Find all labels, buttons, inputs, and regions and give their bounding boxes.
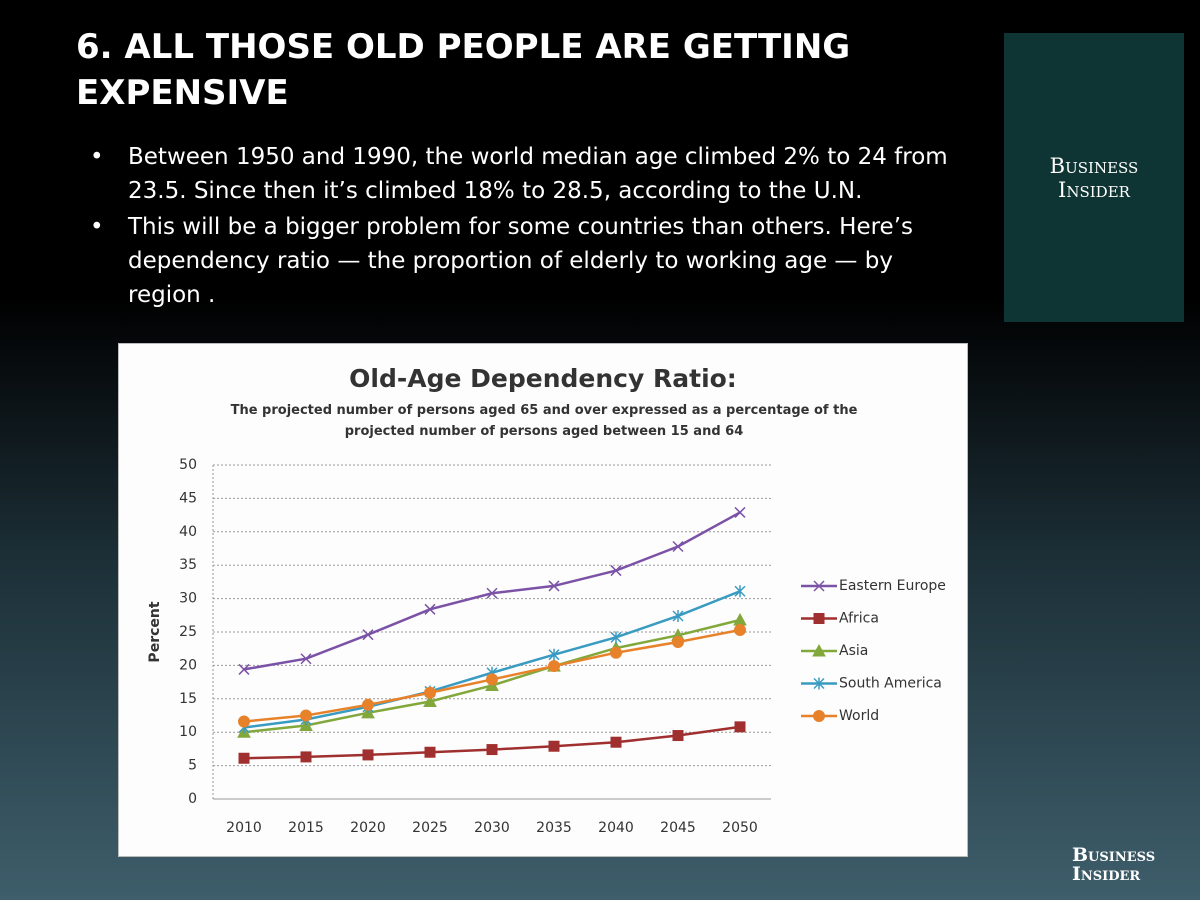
legend-label: World (839, 708, 879, 724)
x-tick-label: 2040 (598, 820, 634, 836)
marker (813, 580, 825, 592)
marker (734, 721, 746, 733)
marker (424, 686, 436, 699)
marker (362, 629, 374, 641)
x-tick-label: 2010 (226, 820, 262, 836)
marker (672, 730, 684, 742)
marker (813, 613, 825, 624)
marker (813, 710, 825, 722)
y-tick-label: 50 (179, 457, 197, 473)
marker (300, 653, 312, 665)
logo-text: Business (1072, 844, 1156, 866)
logo-text: Insider (1058, 177, 1130, 202)
marker (610, 646, 622, 659)
marker (486, 587, 498, 599)
marker (424, 603, 436, 615)
y-tick-label: 15 (179, 691, 197, 707)
chart-subtitle: The projected number of persons aged 65 … (230, 403, 858, 439)
x-tick-label: 2020 (350, 820, 386, 836)
legend-label: Africa (839, 611, 879, 627)
marker (548, 580, 560, 592)
marker (238, 663, 250, 675)
marker (548, 660, 560, 673)
marker (548, 740, 560, 752)
x-tick-label: 2030 (474, 820, 510, 836)
marker (734, 585, 746, 598)
marker (734, 623, 746, 636)
y-tick-label: 0 (188, 791, 197, 807)
marker (362, 698, 374, 711)
y-tick-label: 25 (179, 624, 197, 640)
marker (610, 736, 622, 748)
bullet: This will be a bigger problem for some c… (90, 210, 970, 312)
logo: Business Insider (1004, 33, 1184, 322)
x-tick-label: 2025 (412, 820, 448, 836)
legend-label: Eastern Europe (839, 578, 946, 594)
y-axis-label: Percent (147, 601, 163, 662)
chart-title: Old-Age Dependency Ratio: (349, 364, 737, 393)
marker (672, 609, 684, 622)
series-line (243, 590, 741, 729)
marker (672, 540, 684, 553)
bullet-list: Between 1950 and 1990, the world median … (90, 140, 970, 314)
y-tick-label: 35 (179, 557, 197, 573)
marker (300, 709, 312, 722)
marker (238, 715, 250, 728)
footer-logo: Business Insider (1072, 846, 1155, 884)
chart: Old-Age Dependency Ratio: The projected … (118, 343, 968, 857)
y-tick-label: 20 (179, 657, 197, 673)
y-tick-label: 45 (179, 490, 197, 506)
y-tick-label: 10 (179, 724, 197, 740)
marker (610, 565, 622, 577)
marker (548, 648, 560, 661)
x-tick-label: 2045 (660, 820, 696, 836)
marker (486, 673, 498, 686)
marker (423, 694, 437, 707)
marker (610, 631, 622, 644)
legend-label: South America (839, 676, 942, 692)
marker (672, 636, 684, 649)
slide-title: 6. ALL THOSE OLD PEOPLE ARE GETTING EXPE… (76, 27, 851, 113)
legend-label: Asia (839, 643, 868, 659)
bullet: Between 1950 and 1990, the world median … (90, 140, 970, 208)
marker (812, 643, 826, 657)
marker (238, 752, 250, 764)
y-tick-label: 5 (188, 758, 197, 774)
marker (486, 744, 498, 756)
y-tick-label: 30 (179, 591, 197, 607)
y-tick-label: 40 (179, 524, 197, 540)
logo-text: Insider (1072, 863, 1141, 885)
marker (813, 677, 825, 690)
x-tick-label: 2015 (288, 820, 324, 836)
series-line (243, 511, 741, 671)
x-tick-label: 2035 (536, 820, 572, 836)
marker (424, 746, 436, 758)
marker (300, 751, 312, 763)
logo-text: Business (1049, 153, 1139, 178)
x-tick-label: 2050 (722, 820, 758, 836)
marker (362, 749, 374, 761)
marker (734, 506, 746, 518)
marker (733, 612, 747, 626)
